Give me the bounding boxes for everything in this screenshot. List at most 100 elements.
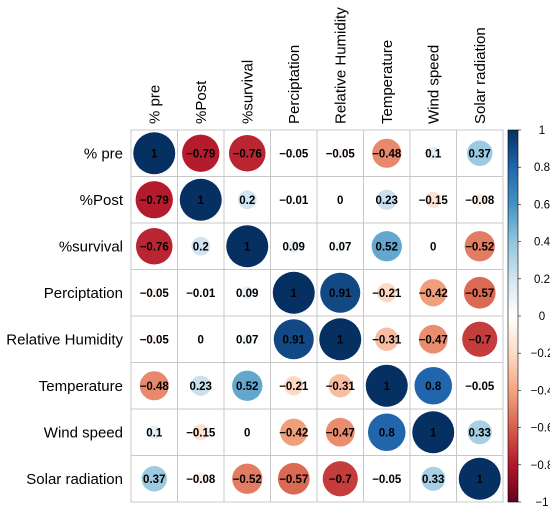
correlation-circle: [377, 283, 397, 303]
cell-value-label: 1: [477, 474, 484, 486]
cell-value-label: 0.91: [329, 288, 352, 300]
cell-value-label: 1: [198, 195, 205, 207]
cell-value-label: −0.31: [372, 334, 402, 346]
cell-value-label: −0.01: [186, 288, 216, 300]
correlation-circle: [232, 370, 263, 401]
correlation-circle: [191, 236, 211, 256]
cell-value-label: −0.57: [279, 474, 308, 486]
correlation-circle: [382, 474, 392, 484]
cell-value-label: −0.76: [140, 241, 169, 253]
cell-border: [456, 455, 504, 503]
correlation-circle: [192, 424, 209, 441]
matrix-cell: −0.05: [363, 455, 411, 503]
cell-value-label: −0.08: [186, 474, 216, 486]
colorbar: [507, 129, 519, 503]
cell-value-label: −0.31: [326, 381, 356, 393]
correlation-circle: [473, 193, 486, 206]
cell-value-label: −0.76: [233, 148, 262, 160]
correlation-circle: [426, 146, 440, 160]
cell-value-label: −0.05: [279, 148, 309, 160]
cell-value-label: 0.07: [236, 334, 258, 346]
row-label: Temperature: [39, 378, 123, 395]
correlation-circle: [365, 364, 408, 407]
correlation-circle: [287, 239, 301, 253]
correlation-circle: [280, 418, 308, 446]
correlation-circle: [375, 327, 399, 351]
cell-value-label: 0.1: [146, 427, 163, 439]
matrix-cell: 0.09: [223, 269, 271, 317]
column-label: Temperature: [379, 40, 396, 124]
correlation-circle: [194, 472, 207, 485]
correlation-circle: [232, 463, 263, 494]
matrix-cell: −0.52: [456, 222, 504, 270]
correlation-circle: [425, 191, 442, 208]
correlation-circle: [325, 417, 355, 447]
correlation-circle: [319, 318, 362, 361]
colorbar-tick-label: −1: [535, 497, 548, 509]
colorbar-tick-label: 0: [539, 311, 545, 323]
correlation-circle: [182, 134, 220, 172]
cell-value-label: 0.8: [379, 427, 396, 439]
correlation-circle: [179, 178, 222, 221]
cell-value-label: −0.05: [140, 288, 170, 300]
cell-value-label: 0.1: [425, 148, 442, 160]
matrix-cell: 0.33: [456, 408, 504, 456]
row-label: % pre: [84, 145, 123, 162]
correlation-circle: [241, 333, 253, 345]
cell-value-label: 0.23: [190, 381, 212, 393]
row-label: %survival: [59, 238, 123, 255]
correlation-circle: [289, 148, 299, 158]
cell-value-label: 1: [244, 241, 251, 253]
correlation-circle: [141, 465, 168, 492]
cell-value-label: 0.07: [329, 241, 351, 253]
correlation-circle: [322, 461, 358, 497]
correlation-circle: [467, 420, 492, 445]
column-label: Wind speed: [425, 45, 442, 124]
column-label: %survival: [239, 60, 256, 124]
cell-value-label: 1: [337, 334, 344, 346]
column-label: Perciptation: [286, 45, 303, 124]
cell-value-label: −0.47: [419, 334, 448, 346]
colorbar-tick-label: −0.6: [531, 423, 550, 435]
cell-value-label: −0.01: [279, 195, 309, 207]
cell-value-label: −0.79: [186, 148, 215, 160]
correlation-circle: [198, 290, 203, 295]
correlation-circle: [419, 279, 447, 307]
correlation-circle: [412, 411, 455, 454]
cell-value-label: 0.2: [193, 241, 209, 253]
cell-value-label: −0.15: [186, 427, 216, 439]
cell-value-label: 0.37: [143, 474, 165, 486]
cell-value-label: 0.91: [283, 334, 306, 346]
matrix-cell: −0.21: [270, 362, 318, 410]
matrix-cell: −0.08: [177, 455, 225, 503]
correlation-circle: [367, 413, 406, 452]
row-label: Relative Humidity: [6, 331, 123, 348]
matrix-cell: 0.37: [456, 129, 504, 177]
correlation-circle: [237, 190, 257, 210]
cell-value-label: 0.09: [283, 241, 305, 253]
matrix-cell: 1: [456, 455, 504, 503]
cell-value-label: 1: [291, 288, 298, 300]
matrix-cell: −0.79: [177, 129, 225, 177]
matrix-cell: −0.08: [456, 176, 504, 224]
cell-value-label: −0.21: [372, 288, 402, 300]
correlation-circle: [421, 466, 446, 491]
matrix-cell: 0.33: [409, 455, 457, 503]
cell-value-label: 0.33: [422, 474, 444, 486]
cell-value-label: −0.57: [465, 288, 494, 300]
cell-value-label: −0.52: [465, 241, 494, 253]
correlation-circle: [284, 376, 304, 396]
cell-value-label: −0.15: [419, 195, 449, 207]
cell-value-label: 0.33: [469, 427, 491, 439]
correlation-circle: [462, 321, 498, 357]
cell-value-label: −0.08: [465, 195, 495, 207]
matrix-cell: −0.76: [223, 129, 271, 177]
correlation-circle: [372, 138, 402, 168]
cell-value-label: −0.42: [279, 427, 308, 439]
matrix-cell: −0.52: [223, 455, 271, 503]
row-label: Perciptation: [44, 285, 123, 302]
correlation-circle: [418, 324, 448, 354]
column-label: Relative Humidity: [332, 7, 349, 124]
colorbar-tick-label: −0.2: [531, 348, 550, 360]
cell-value-label: 1: [430, 427, 437, 439]
